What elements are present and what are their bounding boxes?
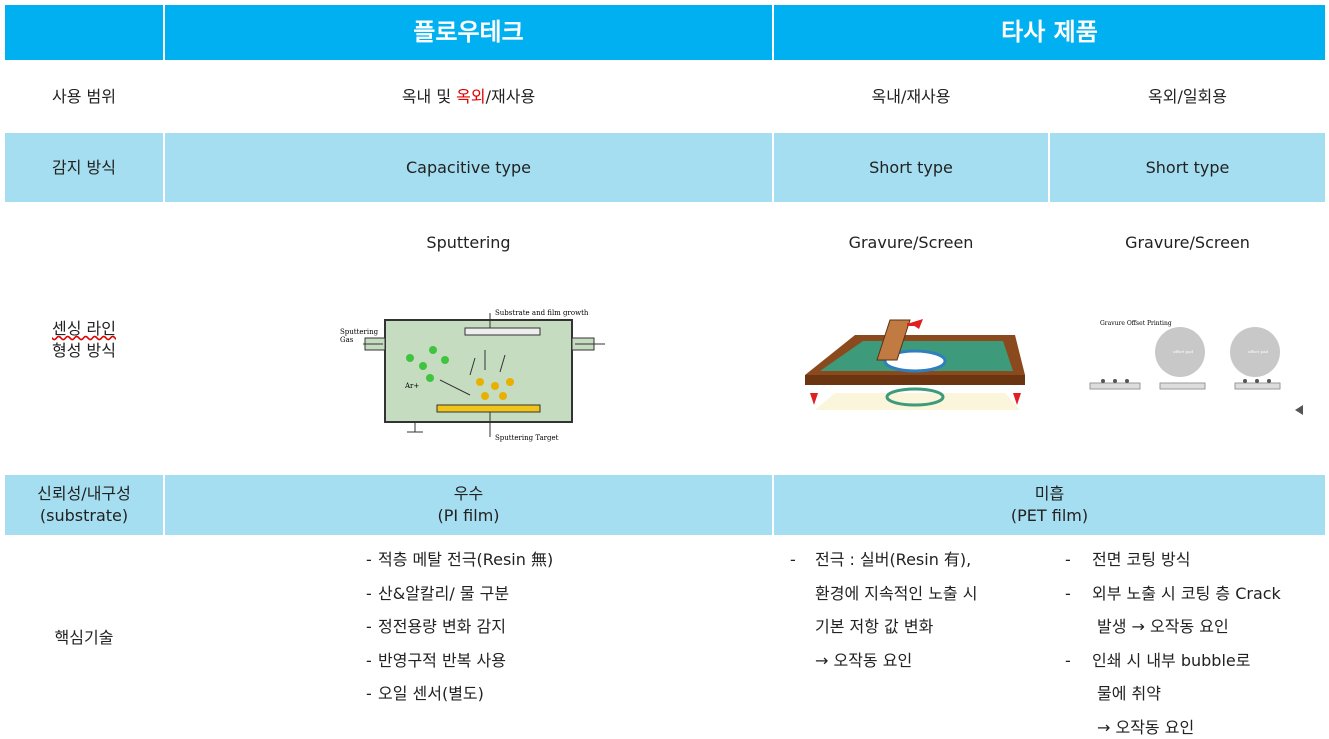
row-bg (774, 475, 1325, 535)
header-cell (5, 5, 163, 60)
diagram-label: Sputtering Target (495, 434, 559, 442)
text: (PI film) (437, 506, 500, 525)
row-bg (774, 133, 1048, 202)
text: 신뢰성/내구성 (37, 484, 131, 503)
text: 형성 방식 (52, 341, 116, 360)
diagram-label: Sputtering (340, 328, 379, 336)
header-cell (774, 5, 1325, 60)
list-text: 적층 메탈 전극(Resin 無) (378, 550, 554, 569)
bullet: - (366, 550, 372, 569)
cell: Capacitive type (405, 158, 532, 177)
bullet: - (366, 650, 372, 670)
row-bg (165, 475, 772, 535)
cell: Gravure/Screen (848, 233, 974, 252)
diagram-label: Ar+ (404, 382, 419, 390)
text: 우수 (453, 484, 484, 503)
bullet: - (1065, 650, 1071, 670)
bullet: - (366, 684, 372, 703)
diagram-label: offset pad (1248, 349, 1268, 354)
cell: Short type (869, 158, 953, 177)
highlight: 옥외 (456, 87, 486, 106)
text: 옥내 및 (401, 87, 457, 106)
list-text: 정전용량 변화 감지 (378, 617, 506, 636)
bullet: - (366, 617, 372, 636)
text: (PET film) (1010, 506, 1089, 525)
row-bg (1050, 133, 1325, 202)
diagram-label: Gas (340, 336, 354, 344)
header-text: 타사 제품 (1001, 18, 1098, 46)
diagram-label: Gravure Offset Printing (1100, 320, 1172, 327)
text: 미흡 (1034, 484, 1065, 503)
list-text: 기본 저항 값 변화 (815, 617, 934, 636)
cell: 옥내 및 옥외/재사용 (165, 86, 772, 108)
gravure-figure: Gravure Offset Printing offset pad offse… (1089, 320, 1303, 415)
cell: Short type (1145, 158, 1230, 177)
row-label: 감지 방식 (52, 158, 116, 177)
list-text: 전면 코팅 방식 (1092, 550, 1191, 569)
bullet: - (1065, 583, 1071, 603)
text: (substrate) (39, 506, 129, 525)
text: 센싱 라인 (52, 319, 116, 338)
row-bg (5, 475, 163, 535)
cell: 옥외/일회용 (1148, 87, 1227, 106)
cell: 미흡 (PET film) (774, 483, 1325, 527)
cell: Gravure/Screen (1125, 233, 1250, 252)
list-text: 환경에 지속적인 노출 시 (815, 583, 978, 603)
cell: Sputtering (426, 233, 511, 252)
diagram-label: offset pad (1173, 349, 1193, 354)
row-bg (165, 133, 772, 202)
screen-printing-figure (805, 319, 1025, 410)
list-text: → 오작동 요인 (815, 650, 913, 670)
list-text: 반영구적 반복 사용 (378, 650, 506, 670)
list-text: 전극 : 실버(Resin 有), (815, 550, 972, 569)
bullet: - (1065, 550, 1071, 569)
row-label: 신뢰성/내구성 (substrate) (5, 483, 163, 527)
sputtering-diagram: Substrate and film growth Sputtering Gas… (340, 309, 605, 442)
row-label: 핵심기술 (54, 628, 114, 647)
diagram-label: Substrate and film growth (495, 309, 589, 317)
list-text: 오일 센서(별도) (378, 684, 484, 703)
cell: 우수 (PI film) (165, 483, 772, 527)
list-text: → 오작동 요인 (1097, 717, 1195, 737)
cell: 옥내/재사용 (871, 87, 951, 106)
list-text: 물에 취약 (1097, 684, 1161, 703)
list-text: 산&알칼리/ 물 구분 (378, 583, 510, 603)
bullet: - (790, 550, 796, 569)
list-text: 외부 노출 시 코팅 층 Crack (1092, 583, 1281, 603)
row-label: 사용 범위 (52, 87, 116, 106)
list-text: 발생 → 오작동 요인 (1097, 617, 1229, 636)
row-bg (5, 133, 163, 202)
bullet: - (366, 583, 372, 603)
list-text: 인쇄 시 내부 bubble로 (1092, 650, 1251, 670)
header-text: 플로우테크 (413, 18, 524, 46)
header-cell (165, 5, 772, 60)
text: /재사용 (485, 87, 536, 106)
